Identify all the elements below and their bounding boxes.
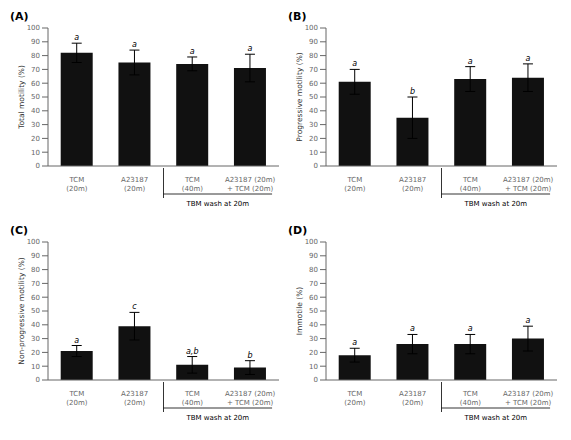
svg-text:40: 40 [31, 107, 40, 115]
svg-text:20: 20 [309, 135, 318, 143]
svg-text:A23187(20m): A23187(20m) [399, 176, 426, 193]
svg-text:20: 20 [31, 135, 40, 143]
svg-text:40: 40 [309, 321, 318, 329]
svg-text:50: 50 [309, 307, 318, 315]
svg-text:20: 20 [309, 349, 318, 357]
svg-text:10: 10 [31, 149, 40, 157]
svg-text:20: 20 [31, 349, 40, 357]
svg-text:Total motility (%): Total motility (%) [17, 65, 26, 130]
svg-text:50: 50 [309, 93, 318, 101]
svg-text:TCM(20m): TCM(20m) [344, 390, 365, 407]
svg-text:40: 40 [31, 321, 40, 329]
svg-text:90: 90 [31, 252, 40, 260]
svg-text:TBM wash at 20m: TBM wash at 20m [463, 200, 527, 208]
svg-text:TCM(40m): TCM(40m) [182, 390, 203, 407]
svg-text:a: a [468, 57, 473, 66]
svg-text:30: 30 [31, 335, 40, 343]
svg-text:30: 30 [309, 121, 318, 129]
svg-text:100: 100 [305, 238, 318, 246]
svg-text:80: 80 [309, 266, 318, 274]
svg-text:a,b: a,b [186, 347, 199, 356]
svg-text:A23187(20m): A23187(20m) [399, 390, 426, 407]
svg-text:TCM(40m): TCM(40m) [460, 390, 481, 407]
svg-text:a: a [132, 40, 137, 49]
svg-text:b: b [410, 87, 415, 96]
svg-text:a: a [352, 59, 357, 68]
svg-text:60: 60 [309, 294, 318, 302]
svg-text:TCM(40m): TCM(40m) [182, 176, 203, 193]
html-text:(C): (C) [10, 224, 29, 237]
svg-text:A23187 (20m)+ TCM (20m): A23187 (20m)+ TCM (20m) [503, 390, 554, 407]
svg-text:A23187(20m): A23187(20m) [121, 390, 148, 407]
svg-text:30: 30 [309, 335, 318, 343]
svg-text:a: a [526, 54, 531, 63]
svg-text:60: 60 [31, 80, 40, 88]
svg-text:70: 70 [31, 66, 40, 74]
svg-text:a: a [74, 336, 79, 345]
svg-text:50: 50 [31, 93, 40, 101]
svg-text:Immotile (%): Immotile (%) [295, 287, 304, 336]
svg-text:70: 70 [309, 280, 318, 288]
svg-text:70: 70 [31, 280, 40, 288]
svg-text:Non-progressive motility (%): Non-progressive motility (%) [17, 257, 26, 364]
svg-text:a: a [526, 316, 531, 325]
svg-text:a: a [468, 324, 473, 333]
html-text:(A): (A) [10, 10, 29, 23]
svg-text:50: 50 [31, 307, 40, 315]
svg-text:90: 90 [309, 38, 318, 46]
svg-text:100: 100 [27, 24, 40, 32]
svg-text:70: 70 [309, 66, 318, 74]
svg-text:TCM(20m): TCM(20m) [66, 390, 87, 407]
svg-text:0: 0 [36, 162, 40, 170]
svg-text:a: a [74, 33, 79, 42]
svg-text:TBM wash at 20m: TBM wash at 20m [463, 414, 527, 422]
svg-text:a: a [248, 44, 253, 53]
svg-text:30: 30 [31, 121, 40, 129]
svg-text:A23187 (20m)+ TCM (20m): A23187 (20m)+ TCM (20m) [225, 390, 276, 407]
svg-text:a: a [352, 338, 357, 347]
svg-text:0: 0 [36, 376, 40, 384]
svg-text:TCM(20m): TCM(20m) [66, 176, 87, 193]
svg-text:A23187 (20m)+ TCM (20m): A23187 (20m)+ TCM (20m) [503, 176, 554, 193]
svg-text:TBM wash at 20m: TBM wash at 20m [185, 200, 249, 208]
svg-text:A23187(20m): A23187(20m) [121, 176, 148, 193]
svg-text:c: c [132, 302, 137, 311]
svg-text:A23187 (20m)+ TCM (20m): A23187 (20m)+ TCM (20m) [225, 176, 276, 193]
svg-text:80: 80 [31, 52, 40, 60]
svg-text:80: 80 [31, 266, 40, 274]
svg-text:90: 90 [309, 252, 318, 260]
svg-text:TCM(40m): TCM(40m) [460, 176, 481, 193]
svg-text:0: 0 [314, 376, 318, 384]
svg-text:10: 10 [309, 149, 318, 157]
svg-text:TBM wash at 20m: TBM wash at 20m [185, 414, 249, 422]
svg-text:60: 60 [31, 294, 40, 302]
svg-text:40: 40 [309, 107, 318, 115]
svg-text:b: b [247, 351, 252, 360]
svg-text:0: 0 [314, 162, 318, 170]
svg-text:100: 100 [305, 24, 318, 32]
svg-text:a: a [410, 324, 415, 333]
svg-text:10: 10 [309, 363, 318, 371]
svg-text:100: 100 [27, 238, 40, 246]
svg-text:60: 60 [309, 80, 318, 88]
html-text:(D): (D) [288, 224, 308, 237]
svg-text:10: 10 [31, 363, 40, 371]
html-text:(B): (B) [288, 10, 307, 23]
svg-text:TCM(20m): TCM(20m) [344, 176, 365, 193]
svg-text:Progressive motility (%): Progressive motility (%) [295, 52, 304, 141]
svg-text:80: 80 [309, 52, 318, 60]
svg-text:90: 90 [31, 38, 40, 46]
svg-text:a: a [190, 47, 195, 56]
